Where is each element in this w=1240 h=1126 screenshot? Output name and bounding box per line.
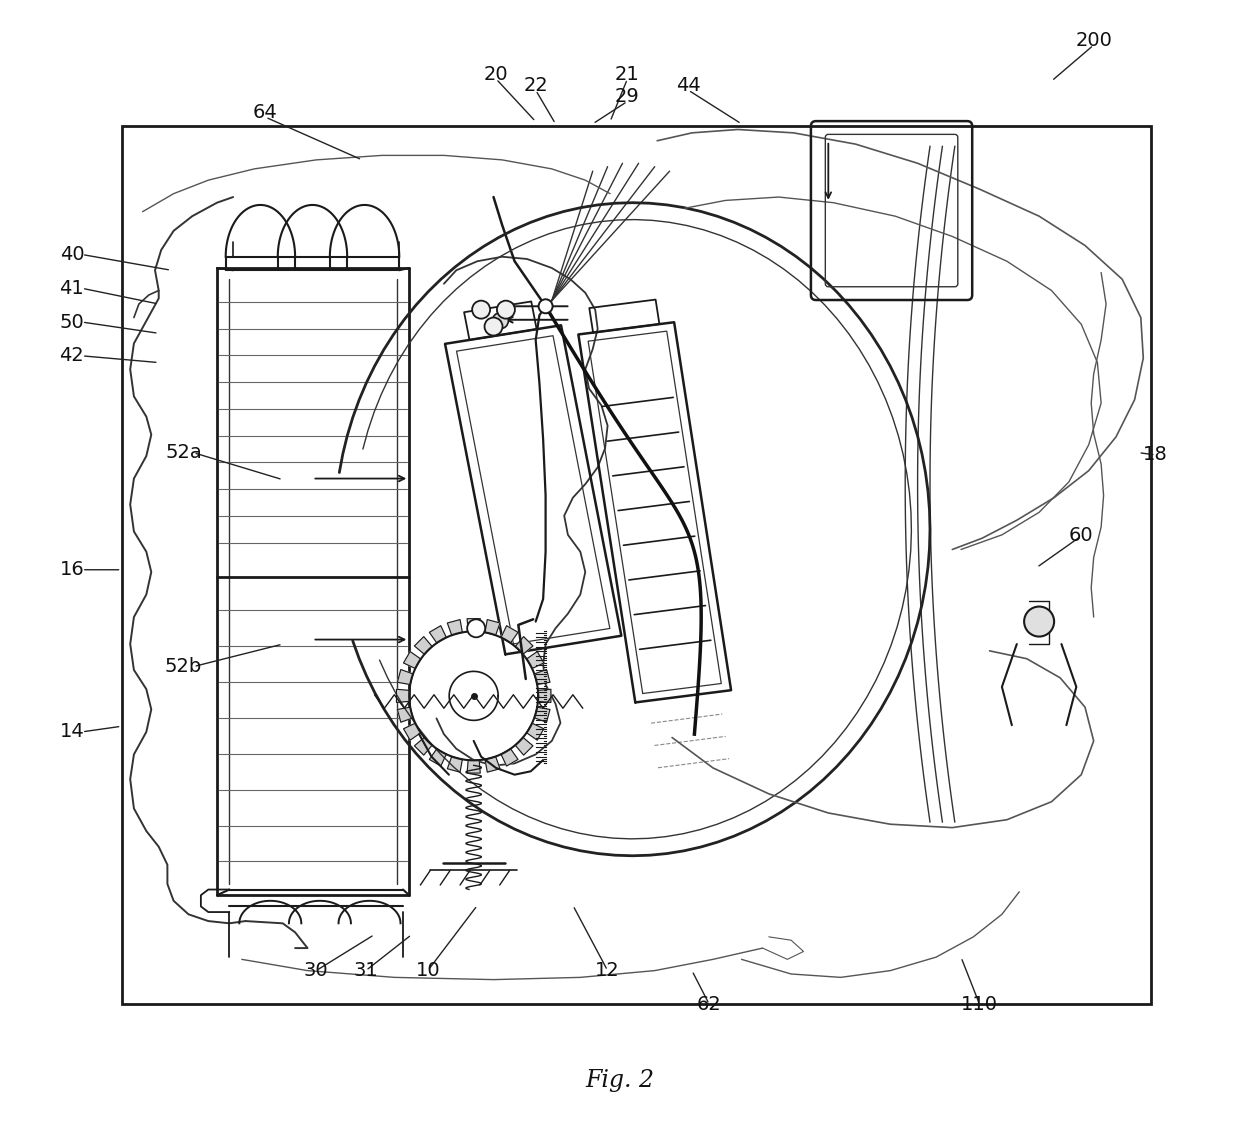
Polygon shape <box>397 670 413 685</box>
Text: 42: 42 <box>60 347 84 365</box>
Polygon shape <box>403 723 420 740</box>
Text: 50: 50 <box>60 313 84 331</box>
Text: 52a: 52a <box>165 444 202 462</box>
Polygon shape <box>397 689 409 703</box>
Text: 21: 21 <box>615 65 640 83</box>
Polygon shape <box>414 738 432 756</box>
Text: 52b: 52b <box>165 658 202 676</box>
Text: 20: 20 <box>484 65 508 83</box>
Text: 29: 29 <box>615 88 640 106</box>
Text: 10: 10 <box>415 962 440 980</box>
Polygon shape <box>485 757 500 772</box>
Polygon shape <box>403 652 420 669</box>
Polygon shape <box>429 626 446 643</box>
Polygon shape <box>467 760 480 774</box>
Polygon shape <box>429 749 446 766</box>
Text: 30: 30 <box>304 962 329 980</box>
Polygon shape <box>534 707 551 722</box>
Text: 64: 64 <box>253 104 278 122</box>
Bar <box>122 126 1151 1004</box>
Polygon shape <box>527 723 544 740</box>
Text: 12: 12 <box>595 962 620 980</box>
Circle shape <box>467 619 485 637</box>
Text: 44: 44 <box>676 77 701 95</box>
Circle shape <box>1024 607 1054 636</box>
Text: 14: 14 <box>60 723 84 741</box>
Text: 60: 60 <box>1069 527 1094 545</box>
Polygon shape <box>397 707 413 722</box>
Polygon shape <box>448 619 463 635</box>
Polygon shape <box>534 670 551 685</box>
Polygon shape <box>527 652 544 669</box>
Polygon shape <box>485 619 500 635</box>
Text: 41: 41 <box>60 279 84 297</box>
Circle shape <box>492 313 508 329</box>
Text: 18: 18 <box>1143 446 1168 464</box>
Polygon shape <box>448 757 463 772</box>
Polygon shape <box>414 636 432 654</box>
Polygon shape <box>467 618 480 632</box>
Text: 31: 31 <box>353 962 378 980</box>
Circle shape <box>497 301 515 319</box>
Text: 200: 200 <box>1075 32 1112 50</box>
Polygon shape <box>516 738 533 756</box>
Circle shape <box>538 300 553 313</box>
Polygon shape <box>516 636 533 654</box>
Polygon shape <box>538 689 551 703</box>
Polygon shape <box>501 749 518 766</box>
Polygon shape <box>501 626 518 643</box>
Text: 62: 62 <box>697 995 722 1013</box>
Circle shape <box>472 301 490 319</box>
Text: 16: 16 <box>60 561 84 579</box>
Circle shape <box>485 318 502 336</box>
Text: 40: 40 <box>60 245 84 263</box>
Text: 22: 22 <box>523 77 548 95</box>
Text: Fig. 2: Fig. 2 <box>585 1070 655 1092</box>
Text: 110: 110 <box>961 995 998 1013</box>
